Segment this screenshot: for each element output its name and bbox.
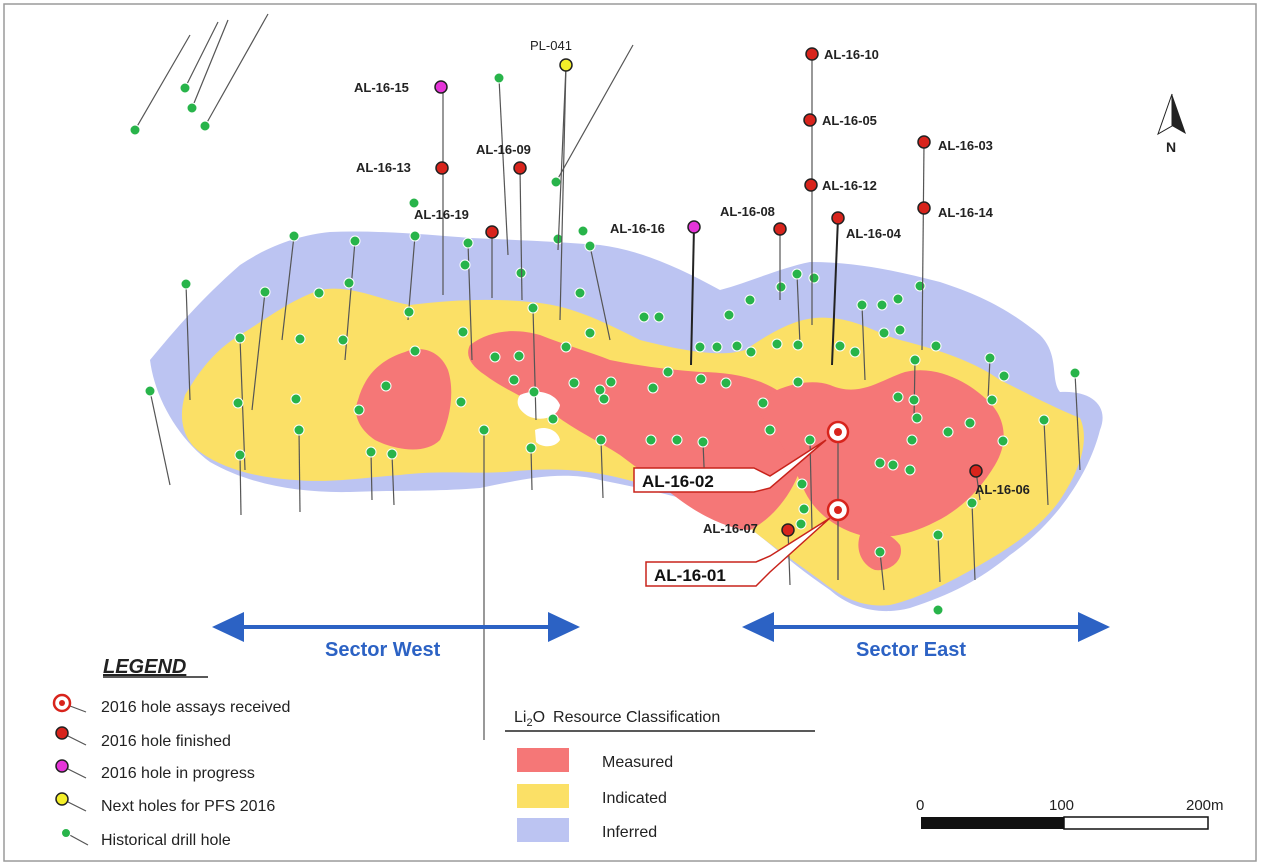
callout-al-16-01: AL-16-01 bbox=[645, 517, 831, 587]
hole-al-16-14 bbox=[917, 201, 931, 215]
hole-labels: PL-041 AL-16-10 AL-16-05 AL-16-03 AL-16-… bbox=[354, 38, 1030, 536]
svg-text:2016 hole in progress: 2016 hole in progress bbox=[101, 765, 255, 782]
label-al-16-15: AL-16-15 bbox=[354, 80, 409, 95]
callout-label-al-16-02: AL-16-02 bbox=[642, 472, 714, 491]
north-arrow-icon: N bbox=[1157, 93, 1186, 155]
svg-text:Inferred: Inferred bbox=[602, 824, 657, 841]
hole-al-16-15 bbox=[434, 80, 448, 94]
green-dot-icon bbox=[61, 828, 71, 838]
legend-item-finished: 2016 hole finished bbox=[55, 726, 231, 750]
svg-text:Next holes for PFS 2016: Next holes for PFS 2016 bbox=[101, 798, 275, 815]
yellow-dot-icon bbox=[55, 792, 69, 806]
label-al-16-14: AL-16-14 bbox=[938, 205, 994, 220]
legend-item-next: Next holes for PFS 2016 bbox=[55, 792, 275, 815]
target-al-16-02 bbox=[826, 420, 850, 444]
target-icon bbox=[52, 693, 72, 713]
hole-al-16-08 bbox=[773, 222, 787, 236]
legend-title: LEGEND bbox=[103, 656, 186, 678]
sector-east-label: Sector East bbox=[856, 639, 966, 661]
sector-west-arrow: Sector West bbox=[212, 612, 580, 661]
label-al-16-05: AL-16-05 bbox=[822, 113, 877, 128]
measured-swatch bbox=[517, 748, 569, 772]
holes-2016 bbox=[434, 47, 983, 537]
svg-text:Measured: Measured bbox=[602, 754, 673, 771]
label-al-16-03: AL-16-03 bbox=[938, 138, 993, 153]
label-al-16-13: AL-16-13 bbox=[356, 160, 411, 175]
label-al-16-04: AL-16-04 bbox=[846, 226, 902, 241]
hole-al-16-05 bbox=[803, 113, 817, 127]
target-al-16-01 bbox=[826, 498, 850, 522]
sector-east-arrow: Sector East bbox=[742, 612, 1110, 661]
hole-al-16-16 bbox=[687, 220, 701, 234]
red-dot-icon bbox=[55, 726, 69, 740]
north-label: N bbox=[1166, 139, 1176, 155]
label-pl-041: PL-041 bbox=[530, 38, 572, 53]
label-al-16-07: AL-16-07 bbox=[703, 521, 758, 536]
historical-holes bbox=[129, 72, 1081, 616]
scale-tick-200: 200m bbox=[1186, 797, 1224, 814]
label-al-16-12: AL-16-12 bbox=[822, 178, 877, 193]
legend-item-historical: Historical drill hole bbox=[61, 828, 231, 849]
classification-legend: Li2O Resource Classification Measured Ind… bbox=[505, 709, 815, 842]
hole-al-16-10 bbox=[805, 47, 819, 61]
legend-item-assays: 2016 hole assays received bbox=[52, 693, 290, 716]
label-al-16-08: AL-16-08 bbox=[720, 204, 775, 219]
hole-al-16-19 bbox=[485, 225, 499, 239]
hole-al-16-12 bbox=[804, 178, 818, 192]
magenta-dot-icon bbox=[55, 759, 69, 773]
label-al-16-06: AL-16-06 bbox=[975, 482, 1030, 497]
assay-targets bbox=[826, 420, 850, 522]
hole-pl-041 bbox=[559, 58, 573, 72]
svg-text:2016 hole finished: 2016 hole finished bbox=[101, 733, 231, 750]
classification-title: Li2O Resource Classification bbox=[514, 709, 720, 729]
label-al-16-19: AL-16-19 bbox=[414, 207, 469, 222]
svg-text:Indicated: Indicated bbox=[602, 790, 667, 807]
svg-text:Historical drill hole: Historical drill hole bbox=[101, 832, 231, 849]
legend: LEGEND 2016 hole assays received 2016 ho… bbox=[52, 656, 290, 849]
historical-traces bbox=[134, 13, 1081, 740]
hole-al-16-07 bbox=[781, 523, 795, 537]
indicated-swatch bbox=[517, 784, 569, 808]
hole-al-16-09 bbox=[513, 161, 527, 175]
svg-text:2016 hole assays received: 2016 hole assays received bbox=[101, 699, 290, 716]
label-al-16-16: AL-16-16 bbox=[610, 221, 665, 236]
label-al-16-10: AL-16-10 bbox=[824, 47, 879, 62]
sector-west-label: Sector West bbox=[325, 639, 441, 661]
scale-tick-0: 0 bbox=[916, 797, 924, 814]
legend-item-in-progress: 2016 hole in progress bbox=[55, 759, 255, 782]
hole-al-16-04 bbox=[831, 211, 845, 225]
callout-label-al-16-01: AL-16-01 bbox=[654, 566, 726, 585]
label-al-16-09: AL-16-09 bbox=[476, 142, 531, 157]
hole-al-16-13 bbox=[435, 161, 449, 175]
hole-al-16-03 bbox=[917, 135, 931, 149]
hole-al-16-06 bbox=[969, 464, 983, 478]
inferred-swatch bbox=[517, 818, 569, 842]
scale-bar: 0 100 200m bbox=[916, 797, 1224, 830]
scale-tick-100: 100 bbox=[1049, 797, 1074, 814]
map-frame bbox=[3, 3, 1257, 862]
callout-al-16-02: AL-16-02 bbox=[633, 439, 827, 493]
gap-areas bbox=[517, 391, 560, 447]
